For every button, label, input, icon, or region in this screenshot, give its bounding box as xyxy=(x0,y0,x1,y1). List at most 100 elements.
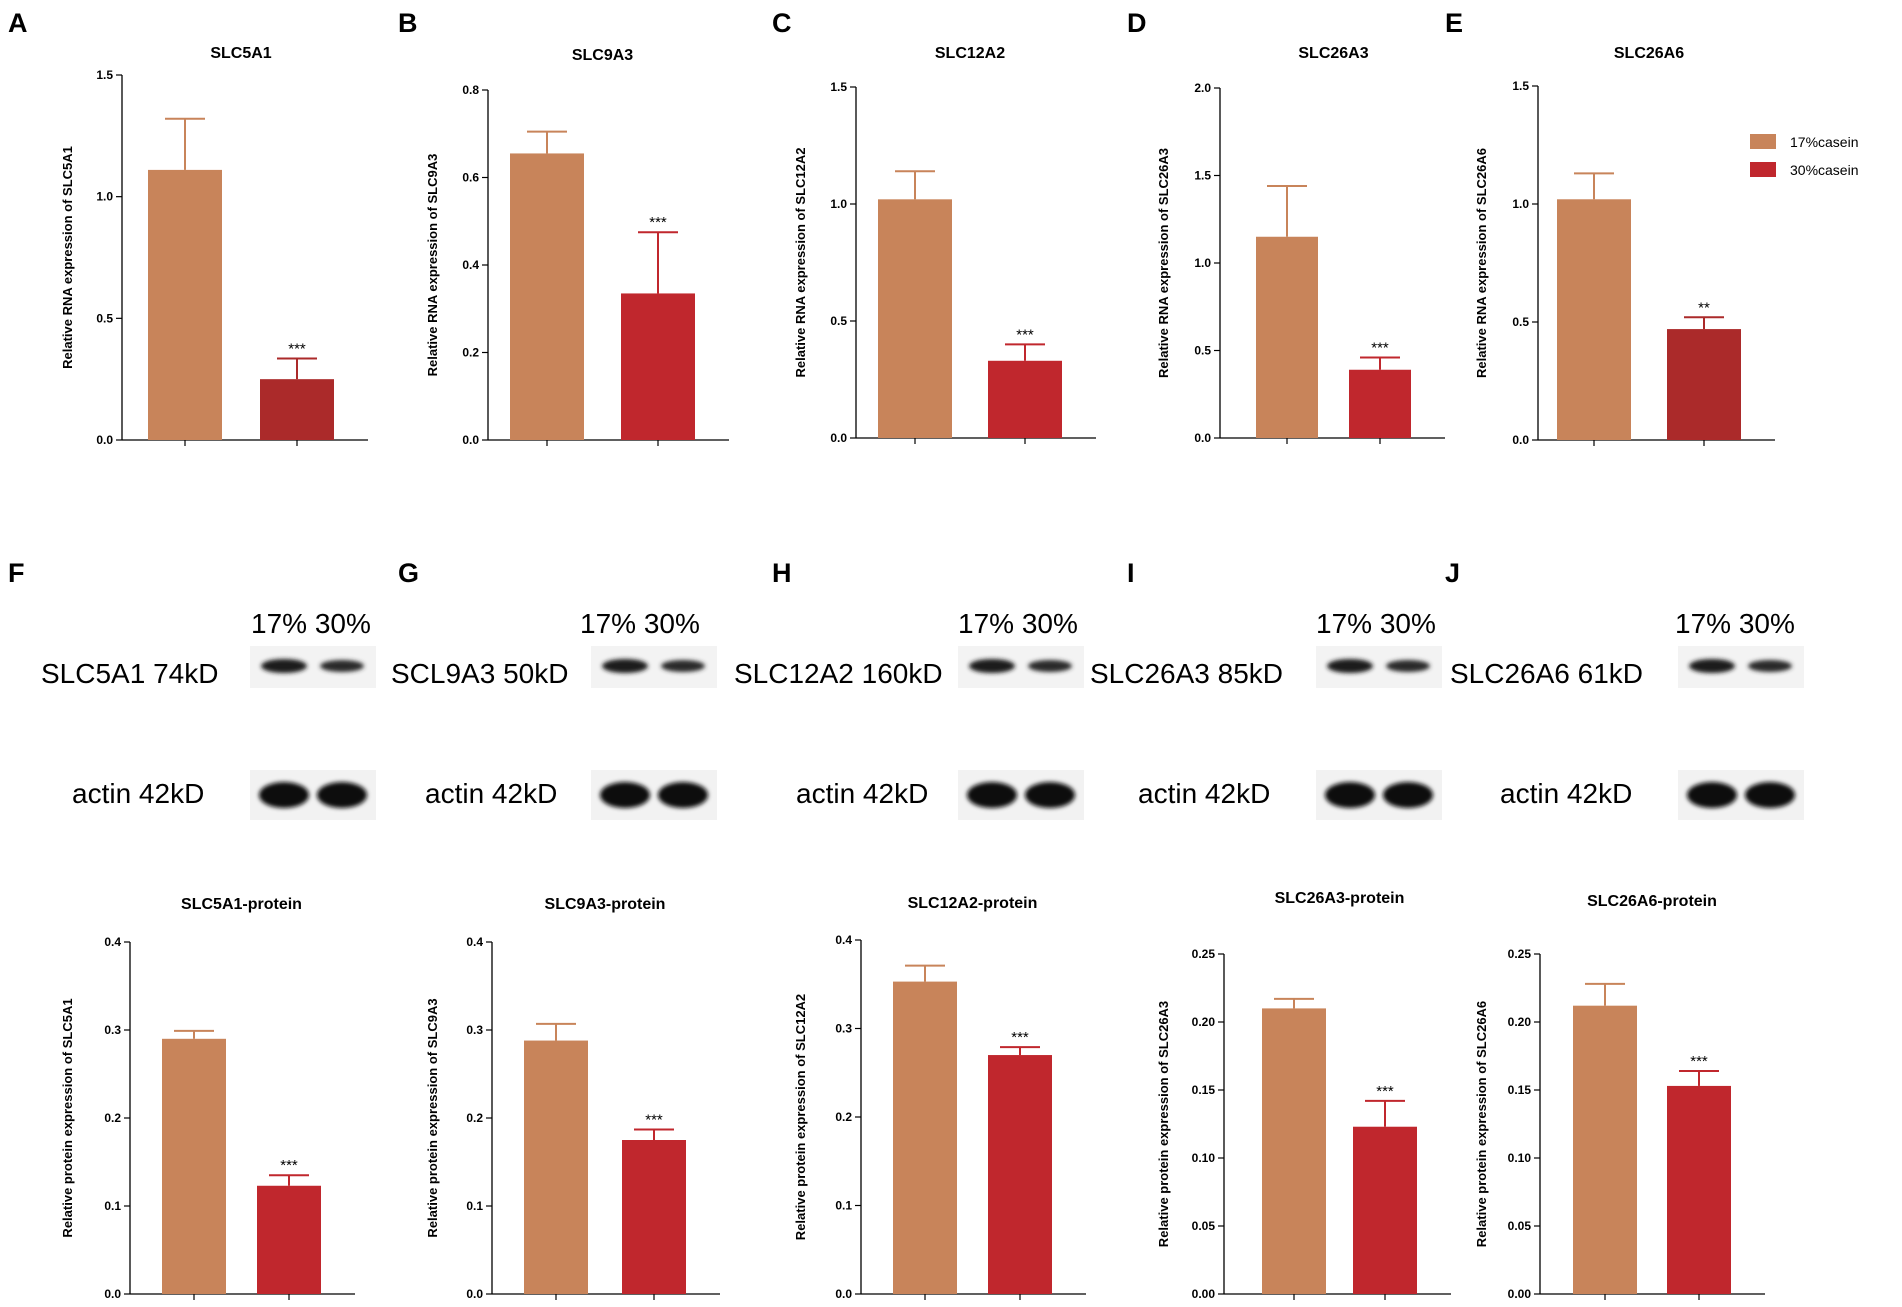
y-tick-label: 1.0 xyxy=(1512,197,1529,211)
y-tick-label: 1.0 xyxy=(96,190,113,204)
y-axis-label: Relative protein expression of SLC5A1 xyxy=(60,998,75,1237)
y-tick-label: 0.6 xyxy=(462,171,479,185)
bar-17 xyxy=(893,981,957,1294)
y-tick-label: 1.5 xyxy=(1512,79,1529,93)
panel-letter: D xyxy=(1127,8,1147,38)
y-tick-label: 0.0 xyxy=(1194,431,1211,445)
protein-band-30 xyxy=(1386,660,1430,672)
panel-letter: H xyxy=(772,558,792,588)
protein-band-30 xyxy=(1748,660,1792,672)
bar-17 xyxy=(1262,1008,1326,1294)
chart-title: SLC9A3 xyxy=(572,47,633,64)
actin-band-30 xyxy=(658,782,708,808)
y-tick-label: 0.1 xyxy=(104,1199,121,1213)
panel-letter: I xyxy=(1127,558,1135,588)
chart-panel-e: E SLC26A6 Relative RNA expression of SLC26… xyxy=(1445,8,1775,447)
actin-label: actin 42kD xyxy=(1500,778,1632,809)
y-tick-label: 0.10 xyxy=(1508,1151,1532,1165)
legend-swatch xyxy=(1750,162,1776,177)
chart-title: SLC26A3 xyxy=(1298,45,1368,62)
bar-17 xyxy=(162,1038,226,1294)
actin-band-30 xyxy=(1383,782,1433,808)
y-axis-label: Relative RNA expression of SLC5A1 xyxy=(60,146,75,369)
y-tick-label: 0.1 xyxy=(466,1199,483,1213)
bar-17 xyxy=(524,1040,588,1294)
y-tick-label: 1.0 xyxy=(1194,256,1211,270)
protein-label: SCL9A3 50kD xyxy=(391,658,568,689)
significance-label: *** xyxy=(1690,1053,1708,1070)
protein-label: SLC5A1 74kD xyxy=(41,658,218,689)
y-tick-label: 0.5 xyxy=(96,311,113,325)
y-tick-label: 0.25 xyxy=(1508,947,1532,961)
significance-label: *** xyxy=(645,1111,663,1128)
bar-30 xyxy=(1667,329,1741,440)
protein-band-30 xyxy=(661,660,705,672)
y-tick-label: 0.5 xyxy=(1512,315,1529,329)
y-tick-label: 0.20 xyxy=(1192,1015,1216,1029)
protein-band-17 xyxy=(261,659,307,673)
bar-30 xyxy=(621,293,695,440)
protein-label: SLC26A3 85kD xyxy=(1090,658,1283,689)
actin-band-30 xyxy=(1745,782,1795,808)
lane-header: 17% 30% xyxy=(251,608,371,639)
y-tick-label: 0.05 xyxy=(1192,1219,1216,1233)
y-axis-label: Relative protein expression of SLC26A3 xyxy=(1156,1001,1171,1247)
significance-label: *** xyxy=(1371,340,1389,357)
actin-band-17 xyxy=(1687,782,1737,808)
y-tick-label: 1.5 xyxy=(830,80,847,94)
protein-band-17 xyxy=(602,659,648,673)
y-tick-label: 1.0 xyxy=(830,197,847,211)
actin-band-17 xyxy=(1325,782,1375,808)
protein-label: SLC12A2 160kD xyxy=(734,658,943,689)
chart-panel-g: G SLC9A3-protein Relative protein expressi… xyxy=(398,558,720,1301)
panel-letter: C xyxy=(772,8,792,38)
y-tick-label: 0.3 xyxy=(835,1022,852,1036)
chart-title: SLC5A1 xyxy=(210,45,271,62)
bar-17 xyxy=(148,169,222,440)
y-axis-label: Relative RNA expression of SLC12A2 xyxy=(793,148,808,378)
chart-panel-b: B SLC9A3 Relative RNA expression of SLC9A3… xyxy=(398,8,729,447)
significance-label: *** xyxy=(1016,326,1034,343)
panel-letter: J xyxy=(1445,558,1460,588)
blot-j: 17% 30% SLC26A6 61kD actin 42kD xyxy=(1450,608,1804,820)
panel-letter: A xyxy=(8,8,28,38)
protein-band-30 xyxy=(320,660,364,672)
actin-label: actin 42kD xyxy=(425,778,557,809)
panel-letter: E xyxy=(1445,8,1463,38)
protein-band-17 xyxy=(1689,659,1735,673)
actin-band-17 xyxy=(600,782,650,808)
bar-17 xyxy=(510,153,584,440)
y-axis-label: Relative protein expression of SLC9A3 xyxy=(425,998,440,1237)
bar-30 xyxy=(1353,1126,1417,1294)
protein-band-30 xyxy=(1028,660,1072,672)
actin-band-17 xyxy=(259,782,309,808)
y-tick-label: 0.4 xyxy=(835,933,852,947)
chart-title: SLC26A6 xyxy=(1614,45,1684,62)
chart-panel-d: D SLC26A3 Relative RNA expression of SLC26… xyxy=(1127,8,1445,445)
protein-band-17 xyxy=(1327,659,1373,673)
actin-label: actin 42kD xyxy=(1138,778,1270,809)
bar-17 xyxy=(1573,1005,1637,1294)
chart-title: SLC26A3-protein xyxy=(1275,890,1405,907)
y-tick-label: 0.15 xyxy=(1192,1083,1216,1097)
chart-title: SLC5A1-protein xyxy=(181,896,302,913)
chart-panel-j: J SLC26A6-protein Relative protein express… xyxy=(1445,558,1765,1301)
y-tick-label: 0.0 xyxy=(835,1287,852,1301)
y-tick-label: 0.1 xyxy=(835,1199,852,1213)
blot-f: 17% 30% SLC5A1 74kD actin 42kD xyxy=(41,608,376,820)
y-tick-label: 0.0 xyxy=(830,431,847,445)
bar-30 xyxy=(260,379,334,440)
chart-panel-a: A SLC5A1 Relative RNA expression of SLC5A1… xyxy=(8,8,368,447)
bar-30 xyxy=(1349,369,1411,438)
protein-label: SLC26A6 61kD xyxy=(1450,658,1643,689)
actin-band-17 xyxy=(967,782,1017,808)
significance-label: *** xyxy=(1011,1029,1029,1046)
legend-label: 30%casein xyxy=(1790,162,1859,178)
actin-label: actin 42kD xyxy=(72,778,204,809)
chart-panel-i: I SLC26A3-protein Relative protein express… xyxy=(1127,558,1451,1301)
y-tick-label: 0.3 xyxy=(104,1023,121,1037)
y-tick-label: 0.4 xyxy=(462,258,479,272)
significance-label: *** xyxy=(280,1157,298,1174)
legend: 17%casein 30%casein xyxy=(1750,134,1859,178)
chart-title: SLC26A6-protein xyxy=(1587,893,1717,910)
